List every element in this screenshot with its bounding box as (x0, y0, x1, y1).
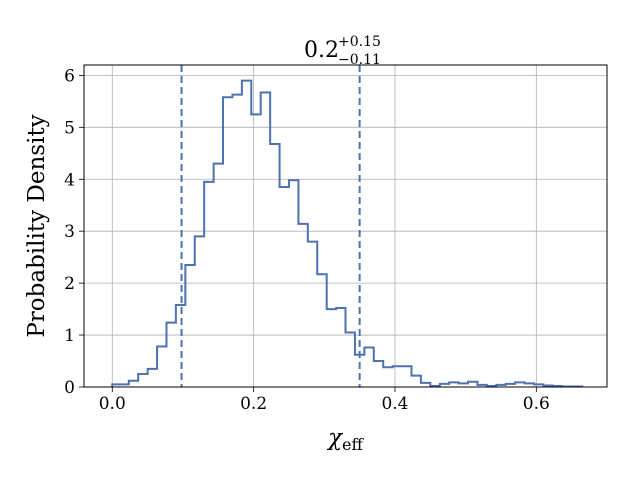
x-tick-label: 0.2 (240, 394, 267, 414)
title-upper-error: +0.15 (338, 34, 381, 50)
y-axis: 0 1 2 3 4 5 6 (64, 66, 84, 398)
chart-title: 0.2 +0.15 −0.11 (304, 34, 381, 68)
y-tick-label: 6 (64, 66, 75, 86)
y-tick-label: 4 (64, 170, 75, 190)
title-lower-error: −0.11 (338, 52, 381, 68)
grid (84, 65, 607, 388)
y-tick-label: 3 (64, 222, 75, 242)
x-tick-label: 0.0 (99, 394, 126, 414)
x-axis-label-sub: eff (342, 435, 364, 454)
y-tick-label: 0 (64, 378, 75, 398)
y-tick-label: 2 (64, 274, 75, 294)
title-value: 0.2 (304, 38, 339, 63)
series (111, 79, 584, 388)
x-tick-label: 0.6 (523, 394, 550, 414)
plot-frame (83, 64, 608, 388)
x-tick-label: 0.4 (381, 394, 408, 414)
histogram-step-line (111, 79, 584, 388)
y-tick-label: 5 (64, 118, 75, 138)
x-axis-label-main: χ (326, 425, 344, 451)
x-axis-label: χeff (326, 425, 364, 454)
y-tick-label: 1 (64, 326, 75, 346)
y-axis-label: Probability Density (24, 114, 50, 337)
x-axis: 0.0 0.2 0.4 0.6 (99, 387, 550, 414)
credible-interval-lines (180, 65, 361, 387)
